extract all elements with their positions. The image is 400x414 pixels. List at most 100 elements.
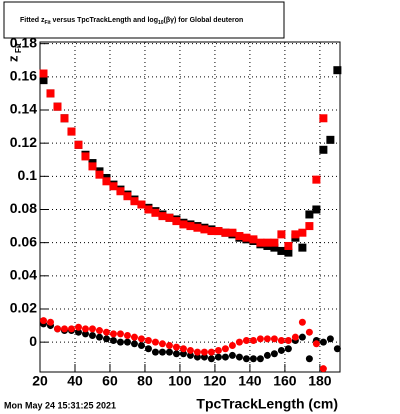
marker <box>298 243 307 252</box>
marker <box>137 341 145 349</box>
x-tick-label: 180 <box>308 373 332 389</box>
marker <box>116 338 124 346</box>
marker <box>39 76 48 85</box>
title-part: versus TpcTrackLength and log <box>51 17 158 24</box>
marker <box>200 348 208 356</box>
marker <box>130 340 138 348</box>
marker <box>319 114 328 123</box>
marker <box>312 175 321 184</box>
x-tick-label: 100 <box>168 373 192 389</box>
marker <box>200 353 208 361</box>
marker <box>228 351 236 359</box>
marker <box>165 341 173 349</box>
title-part: Fitted z <box>20 17 45 24</box>
marker <box>263 351 271 359</box>
marker <box>179 345 187 353</box>
marker <box>179 350 187 358</box>
marker <box>123 332 131 340</box>
marker <box>74 328 82 336</box>
marker <box>151 208 160 217</box>
marker <box>60 114 69 123</box>
marker <box>207 355 215 363</box>
y-label-sub: Fit <box>14 43 23 53</box>
marker <box>207 227 216 236</box>
title-subscript: Fit <box>45 20 51 26</box>
marker <box>242 233 251 242</box>
marker <box>256 355 264 363</box>
x-tick-label: 80 <box>137 373 153 389</box>
marker <box>88 325 96 333</box>
marker <box>123 192 132 201</box>
marker <box>221 353 229 361</box>
marker <box>214 353 222 361</box>
marker <box>298 333 306 341</box>
marker <box>193 223 202 232</box>
marker <box>270 335 278 343</box>
marker <box>95 327 103 335</box>
y-tick-label: 0.16 <box>10 68 37 84</box>
marker <box>298 228 307 237</box>
marker <box>67 127 76 136</box>
marker <box>305 210 314 219</box>
marker <box>291 230 300 239</box>
marker <box>137 200 146 209</box>
title-box <box>3 1 285 39</box>
marker <box>53 325 61 333</box>
marker <box>81 325 89 333</box>
y-tick-label: 0.04 <box>10 267 37 283</box>
marker <box>130 333 138 341</box>
marker <box>319 365 327 373</box>
marker <box>158 340 166 348</box>
marker <box>326 335 334 343</box>
marker <box>109 182 118 191</box>
marker <box>284 345 292 353</box>
marker <box>95 333 103 341</box>
timestamp: Mon May 24 15:31:25 2021 <box>4 400 116 410</box>
marker <box>165 348 173 356</box>
marker <box>319 145 328 154</box>
marker <box>284 336 292 344</box>
chart-title: Fitted zFit versus TpcTrackLength and lo… <box>20 17 243 26</box>
x-axis-label: TpcTrackLength (cm) <box>196 396 338 412</box>
marker <box>277 230 286 239</box>
y-label-main: z <box>5 55 20 62</box>
y-tick-label: 0.14 <box>10 101 37 117</box>
marker <box>53 102 62 111</box>
marker <box>333 66 342 75</box>
marker <box>39 317 47 325</box>
marker <box>305 328 313 336</box>
marker <box>242 336 250 344</box>
marker <box>249 336 257 344</box>
y-tick-label: 0.12 <box>10 134 37 150</box>
x-tick-label: 160 <box>273 373 297 389</box>
marker <box>312 205 321 214</box>
marker <box>186 351 194 359</box>
marker <box>263 238 272 247</box>
marker <box>305 355 313 363</box>
x-tick-label: 40 <box>67 373 83 389</box>
marker <box>249 355 257 363</box>
y-axis-label: z Fit <box>5 43 23 62</box>
marker <box>214 346 222 354</box>
marker <box>109 336 117 344</box>
marker <box>158 348 166 356</box>
marker <box>186 346 194 354</box>
marker <box>74 140 83 149</box>
marker <box>263 335 271 343</box>
marker <box>305 222 314 231</box>
marker <box>130 197 139 206</box>
y-tick-label: 0.06 <box>10 233 37 249</box>
marker <box>326 135 335 144</box>
marker <box>144 205 153 214</box>
marker <box>46 318 54 326</box>
marker <box>88 332 96 340</box>
marker <box>221 228 230 237</box>
marker <box>235 353 243 361</box>
marker <box>228 341 236 349</box>
marker <box>228 228 237 237</box>
marker <box>172 217 181 226</box>
x-tick-label: 60 <box>102 373 118 389</box>
marker <box>270 243 279 252</box>
